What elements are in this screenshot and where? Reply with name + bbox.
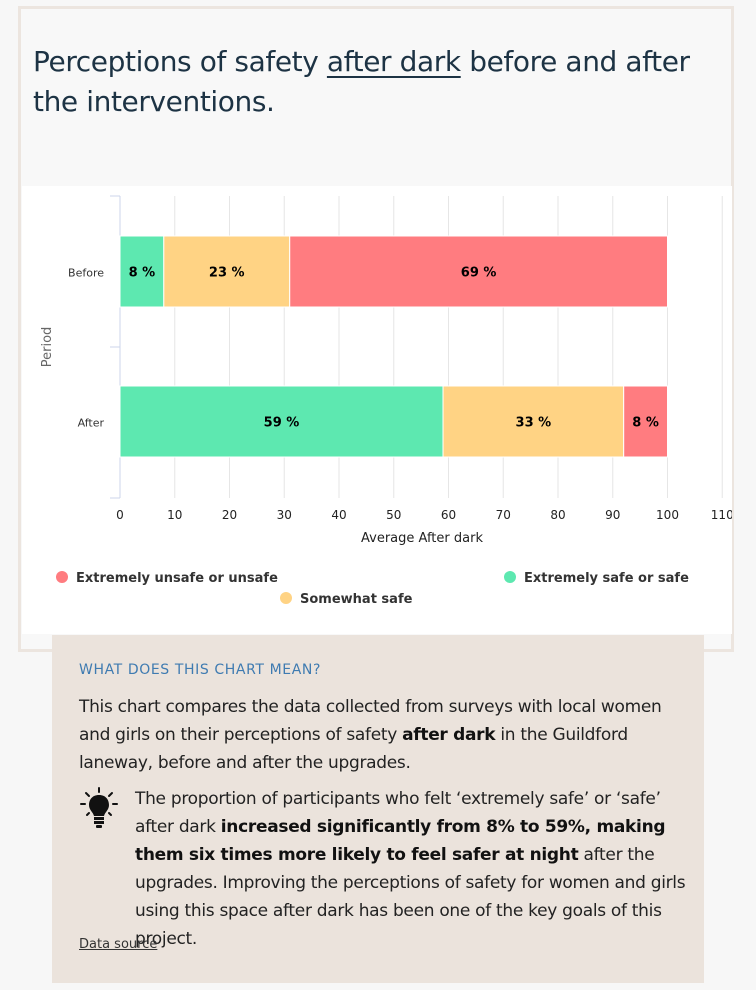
x-tick-label-80: 80 <box>550 508 565 522</box>
x-tick-label-0: 0 <box>116 508 124 522</box>
info-text-end: in the Guildford laneway, before and aft… <box>79 725 628 773</box>
info-title: WHAT DOES THIS CHART MEAN? <box>79 662 321 678</box>
data-source-link[interactable]: Data source <box>79 937 158 952</box>
x-tick-label-50: 50 <box>386 508 401 522</box>
tip-text: The proportion of participants who felt … <box>135 789 661 837</box>
x-tick-label-90: 90 <box>605 508 620 522</box>
bar-before-2 <box>289 235 668 308</box>
x-tick-label-60: 60 <box>441 508 456 522</box>
tip-text-bold: increased significantly from 8% to 59%, … <box>135 817 666 865</box>
title-text: Perceptions of safety <box>33 45 327 78</box>
x-tick-label-20: 20 <box>222 508 237 522</box>
data-label-after-0: 59 % <box>264 416 300 431</box>
bar-after-1 <box>442 385 625 458</box>
info-text: This chart compares the data collected f… <box>79 697 662 745</box>
data-label-before-1: 23 % <box>209 266 245 281</box>
data-label-before-0: 8 % <box>129 266 156 281</box>
legend-label-0: Extremely unsafe or unsafe <box>76 571 278 586</box>
info-paragraph: This chart compares the data collected f… <box>79 693 679 777</box>
x-tick-label-70: 70 <box>496 508 511 522</box>
page-title: Perceptions of safety after dark before … <box>33 42 733 122</box>
x-tick-label-30: 30 <box>277 508 292 522</box>
category-label-before: Before <box>68 267 104 280</box>
x-tick-label-110: 110 <box>711 508 732 522</box>
x-axis-title: Average After dark <box>361 531 483 546</box>
legend-label-2: Somewhat safe <box>300 592 413 607</box>
legend-marker-1 <box>504 571 516 583</box>
y-axis-title: Period <box>40 327 55 368</box>
data-label-after-1: 33 % <box>516 416 552 431</box>
info-panel: WHAT DOES THIS CHART MEAN? This chart co… <box>52 635 704 983</box>
chart-area: 8 % 23 % 69 % Before 59 % 33 % 8 % After 0 10 20 30… <box>22 186 732 634</box>
legend-marker-0 <box>56 571 68 583</box>
stacked-bar-chart: 8 % 23 % 69 % Before 59 % 33 % 8 % After 0 10 20 30… <box>40 195 732 607</box>
legend-label-1: Extremely safe or safe <box>524 571 689 586</box>
lightbulb-icon <box>79 787 119 833</box>
title-underlined-text: after dark <box>326 45 461 78</box>
tip-text-end: after the upgrades. Improving the percep… <box>135 845 686 949</box>
x-tick-label-10: 10 <box>167 508 182 522</box>
info-text-bold: after dark <box>402 725 496 745</box>
title-text-end: before and after the interventions. <box>33 45 690 118</box>
tip-paragraph: The proportion of participants who felt … <box>135 785 695 953</box>
bar-before-1 <box>163 235 291 308</box>
legend-marker-2 <box>280 592 292 604</box>
bar-after-2 <box>623 385 669 458</box>
x-tick-label-100: 100 <box>656 508 679 522</box>
x-tick-label-40: 40 <box>331 508 346 522</box>
data-label-after-2: 8 % <box>632 416 659 431</box>
bar-after-0 <box>119 385 444 458</box>
data-label-before-2: 69 % <box>461 266 497 281</box>
category-label-after: After <box>78 417 105 430</box>
